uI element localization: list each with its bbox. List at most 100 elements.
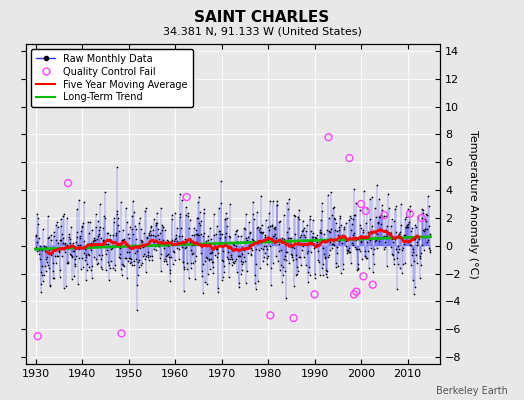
Point [117, 266, 125, 272]
Point [70, 248, 78, 254]
Point [64, 260, 72, 266]
Point [375, 238, 384, 244]
Point [114, 243, 123, 249]
Point [309, 230, 317, 237]
Point [272, 202, 281, 208]
Point [400, 260, 409, 266]
Point [197, 217, 205, 224]
Point [399, 235, 408, 241]
Point [123, 249, 132, 255]
Point [230, 246, 238, 252]
Point [407, 262, 416, 268]
Point [252, 261, 260, 267]
Point [101, 189, 109, 195]
Point [182, 194, 191, 200]
Point [164, 250, 172, 257]
Point [344, 247, 353, 254]
Point [44, 262, 52, 268]
Point [42, 254, 51, 260]
Point [336, 214, 344, 221]
Point [325, 229, 334, 236]
Point [172, 234, 180, 241]
Point [368, 223, 376, 229]
Point [141, 205, 150, 211]
Point [201, 258, 209, 264]
Point [380, 244, 389, 250]
Point [160, 256, 169, 262]
Point [414, 213, 422, 220]
Point [120, 236, 128, 242]
Point [326, 189, 335, 195]
Point [299, 242, 307, 249]
Point [360, 235, 368, 242]
Point [301, 241, 309, 247]
Point [235, 279, 243, 286]
Point [115, 254, 124, 260]
Point [32, 211, 41, 217]
Point [67, 252, 75, 258]
Point [271, 226, 279, 232]
Point [357, 225, 366, 232]
Point [130, 262, 138, 268]
Point [413, 214, 422, 221]
Point [111, 240, 119, 246]
Point [174, 256, 183, 262]
Point [380, 246, 388, 252]
Point [208, 248, 216, 255]
Point [286, 235, 294, 242]
Point [263, 255, 271, 261]
Point [315, 271, 324, 278]
Point [101, 215, 110, 221]
Point [287, 251, 296, 258]
Point [194, 194, 203, 200]
Point [187, 260, 195, 266]
Point [257, 192, 266, 199]
Point [33, 239, 41, 246]
Point [414, 236, 423, 242]
Point [297, 242, 305, 248]
Point [263, 261, 271, 267]
Point [45, 234, 53, 240]
Point [357, 201, 365, 207]
Point [329, 241, 337, 247]
Point [425, 223, 433, 229]
Point [403, 224, 411, 230]
Point [333, 243, 341, 250]
Point [304, 278, 313, 285]
Point [404, 224, 412, 230]
Point [286, 235, 294, 241]
Point [240, 247, 248, 253]
Point [113, 208, 121, 214]
Point [390, 255, 399, 262]
Point [173, 240, 182, 247]
Point [395, 230, 403, 237]
Point [59, 235, 68, 242]
Point [158, 227, 166, 234]
Point [324, 192, 332, 198]
Point [303, 249, 311, 256]
Point [128, 230, 137, 237]
Point [166, 266, 174, 273]
Point [52, 222, 61, 228]
Point [187, 265, 195, 271]
Point [56, 267, 64, 273]
Point [343, 248, 352, 254]
Point [225, 274, 233, 280]
Point [266, 223, 274, 229]
Point [148, 232, 157, 238]
Point [389, 218, 398, 225]
Point [244, 234, 252, 240]
Point [248, 247, 256, 254]
Point [300, 254, 308, 260]
Point [281, 249, 290, 255]
Point [205, 256, 213, 262]
Point [149, 238, 158, 244]
Point [72, 253, 80, 259]
Point [192, 230, 200, 237]
Point [356, 237, 365, 244]
Point [364, 234, 372, 240]
Point [224, 256, 232, 262]
Point [308, 234, 316, 241]
Point [198, 272, 206, 279]
Point [320, 230, 328, 237]
